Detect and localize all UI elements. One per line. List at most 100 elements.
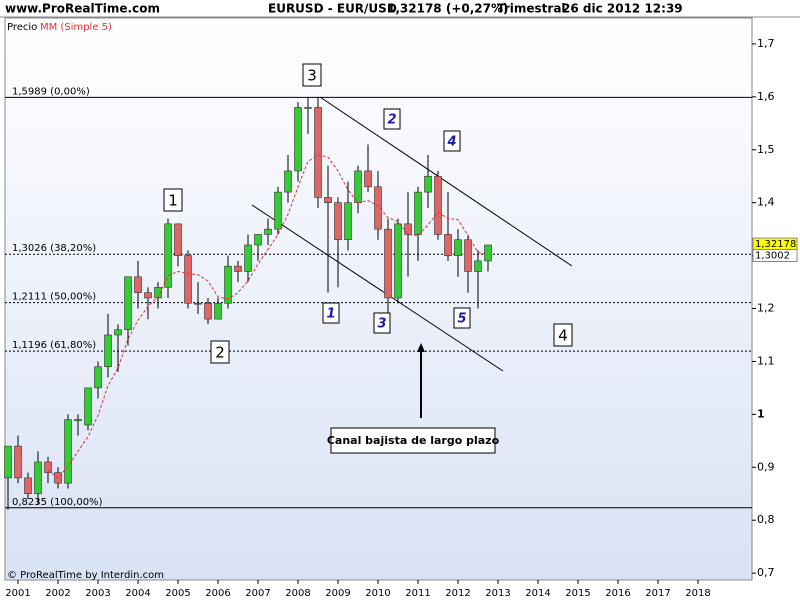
y-tick-label: 1,4 xyxy=(757,196,775,209)
candle-body xyxy=(144,292,152,299)
y-tick-label: 1,7 xyxy=(757,37,775,50)
candle-body xyxy=(24,477,32,495)
candle-body xyxy=(474,260,482,272)
candle-body xyxy=(164,223,172,288)
y-tick-label: 1 xyxy=(757,407,765,420)
x-tick-label: 2012 xyxy=(445,588,470,599)
candle-body xyxy=(274,191,282,230)
datetime: 26 dic 2012 12:39 xyxy=(562,2,683,16)
candle-body xyxy=(74,419,82,421)
level-label: 0,8235 (100,00%) xyxy=(12,497,103,508)
x-tick-label: 2010 xyxy=(365,588,390,599)
candle-body xyxy=(354,170,362,203)
candle-body xyxy=(94,366,102,389)
subwave-box xyxy=(373,312,391,334)
arrow-head xyxy=(417,343,425,352)
candle-body xyxy=(234,265,242,272)
channel-line xyxy=(319,96,573,267)
x-tick-label: 2009 xyxy=(325,588,350,599)
candle-body xyxy=(4,445,12,479)
wave-label: 1 xyxy=(168,192,178,210)
candle-body xyxy=(294,107,302,172)
y-tick-label: 1,5 xyxy=(757,143,775,156)
x-tick-label: 2014 xyxy=(525,588,550,599)
x-tick-label: 2005 xyxy=(165,588,190,599)
candle-body xyxy=(244,244,252,272)
x-tick-label: 2003 xyxy=(85,588,110,599)
candle-body xyxy=(194,302,202,305)
legend-ma: MM (Simple 5) xyxy=(40,22,112,33)
x-tick-label: 2004 xyxy=(125,588,150,599)
subwave-label: 5 xyxy=(457,312,466,327)
x-tick-label: 2015 xyxy=(565,588,590,599)
candle-body xyxy=(84,387,92,426)
x-tick-label: 2013 xyxy=(485,588,510,599)
candle-body xyxy=(444,234,452,256)
legend-price: Precio xyxy=(7,22,37,33)
candle-body xyxy=(214,302,222,320)
ma-line xyxy=(47,154,489,479)
candle-body xyxy=(184,255,192,304)
candle-body xyxy=(104,334,112,368)
wave-box xyxy=(210,340,230,364)
candle-body xyxy=(254,234,262,246)
wave-box xyxy=(302,63,322,87)
candle-body xyxy=(344,202,352,241)
candle-body xyxy=(384,228,392,299)
wave-label: 2 xyxy=(215,344,225,362)
x-tick-label: 2017 xyxy=(645,588,670,599)
price-tag-label: 1,32178 xyxy=(755,239,796,250)
candle-body xyxy=(204,302,212,320)
site: www.ProRealTime.com xyxy=(5,2,160,16)
instrument: EURUSD - EUR/USD xyxy=(268,2,397,16)
note: Canal bajista de largo plazo xyxy=(327,434,500,447)
wave-box xyxy=(553,323,573,347)
x-tick-label: 2001 xyxy=(5,588,30,599)
subwave-box xyxy=(453,307,471,329)
level-label: 1,5989 (0,00%) xyxy=(12,86,90,97)
candle-body xyxy=(174,223,182,256)
candle-body xyxy=(324,197,332,203)
subwave-box xyxy=(383,108,401,130)
candle-body xyxy=(314,107,322,198)
candle-body xyxy=(224,265,232,304)
candle-body xyxy=(374,186,382,230)
wave-label: 3 xyxy=(307,67,317,85)
subwave-label: 2 xyxy=(387,113,396,128)
footer: © ProRealTime by Interdin.com xyxy=(7,570,164,581)
candle-body xyxy=(14,445,22,479)
y-tick-label: 0,7 xyxy=(757,566,775,579)
candle-body xyxy=(454,239,462,256)
x-tick-label: 2011 xyxy=(405,588,430,599)
candle-body xyxy=(394,223,402,299)
y-tick-label: 1,6 xyxy=(757,90,775,103)
candle-body xyxy=(334,202,342,241)
candle-body xyxy=(264,228,272,235)
candle-body xyxy=(154,287,162,299)
candle-body xyxy=(64,419,72,484)
candle-body xyxy=(484,244,492,262)
level-label: 1,1196 (61,80%) xyxy=(12,340,96,351)
y-tick-label: 1,1 xyxy=(757,354,775,367)
subwave-label: 3 xyxy=(377,317,386,332)
candle-body xyxy=(424,175,432,193)
x-tick-label: 2016 xyxy=(605,588,630,599)
candle-body xyxy=(404,223,412,235)
x-tick-label: 2002 xyxy=(45,588,70,599)
x-tick-label: 2007 xyxy=(245,588,270,599)
level-label: 1,2111 (50,00%) xyxy=(12,292,96,303)
candle-body xyxy=(114,329,122,336)
candle-body xyxy=(134,276,142,293)
channel-line xyxy=(251,204,504,372)
candle-body xyxy=(124,276,132,330)
candle-body xyxy=(434,175,442,235)
x-tick-label: 2006 xyxy=(205,588,230,599)
y-tick-label: 0,9 xyxy=(757,460,775,473)
x-tick-label: 2018 xyxy=(685,588,710,599)
plot-area xyxy=(4,17,753,581)
candle-body xyxy=(44,461,52,473)
wave-box xyxy=(163,188,183,212)
subwave-box xyxy=(443,130,461,152)
candle-body xyxy=(414,191,422,235)
